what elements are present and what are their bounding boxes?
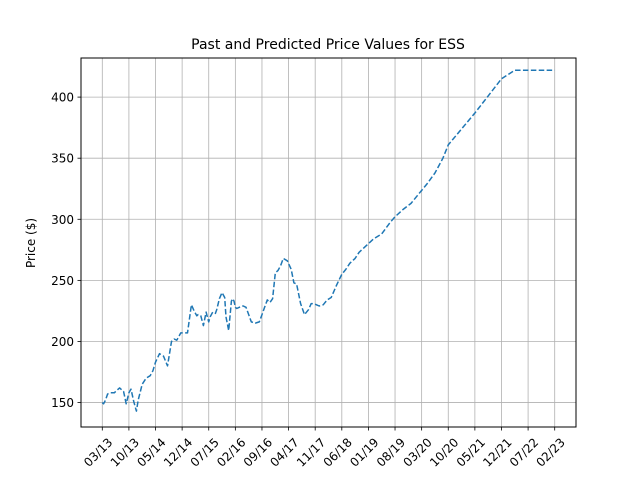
grid-layer	[81, 58, 576, 427]
y-tick-label: 250	[51, 274, 74, 288]
y-axis-label: Price ($)	[24, 218, 38, 268]
chart-title: Past and Predicted Price Values for ESS	[191, 37, 465, 53]
plot-frame	[80, 57, 577, 428]
price-series-line	[101, 69, 555, 412]
y-tick-label: 400	[51, 91, 74, 105]
y-tick-label: 150	[51, 396, 74, 410]
y-tick-label: 350	[51, 152, 74, 166]
y-tick-label: 300	[51, 213, 74, 227]
y-tick-label: 200	[51, 335, 74, 349]
y-axis: 150 200 250 300 350 400	[51, 91, 81, 410]
series-layer	[101, 69, 555, 412]
